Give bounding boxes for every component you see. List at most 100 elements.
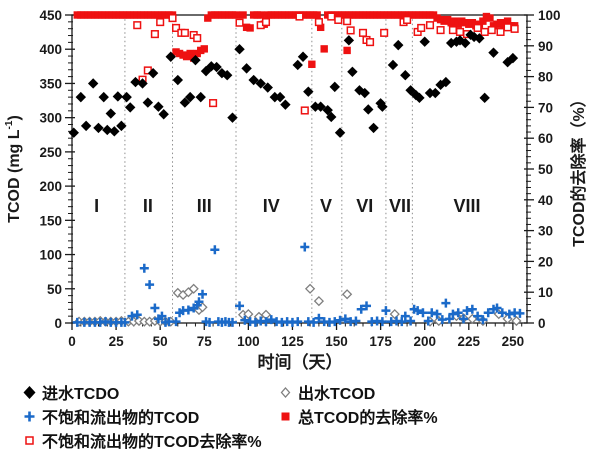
data-point — [186, 49, 194, 58]
data-point — [172, 23, 181, 32]
data-point — [179, 97, 191, 108]
data-point — [293, 317, 303, 327]
data-point — [445, 37, 457, 49]
data-point — [98, 91, 109, 103]
legend-item-influent: 进水TCDO — [22, 380, 119, 404]
data-point — [455, 27, 465, 36]
data-point — [183, 305, 193, 315]
right-axis-title: TCOD的去除率（%） — [569, 91, 588, 247]
data-point — [346, 26, 355, 35]
legend-item-unsaturated: 不饱和流出物的TCOD — [22, 404, 199, 428]
left-tick-label: 0 — [54, 316, 62, 331]
data-point — [150, 30, 159, 39]
x-tick-label: 100 — [237, 334, 260, 349]
left-tick-label: 50 — [47, 282, 62, 297]
data-point — [377, 101, 388, 112]
data-point — [120, 317, 130, 327]
data-point — [209, 99, 218, 108]
data-point — [248, 74, 259, 86]
data-point — [172, 74, 184, 86]
data-point — [329, 81, 340, 93]
left-tick-label: 400 — [39, 42, 62, 57]
data-point — [234, 44, 245, 55]
data-point — [389, 308, 400, 320]
data-point — [221, 70, 233, 81]
data-point — [105, 108, 116, 119]
x-tick-label: 175 — [369, 334, 392, 349]
data-point — [359, 87, 370, 99]
data-point — [127, 311, 137, 321]
data-point — [269, 91, 281, 103]
legend-label: 进水TCDO — [42, 386, 120, 403]
x-tick-label: 75 — [197, 334, 213, 349]
data-point — [436, 26, 445, 35]
right-tick-label: 100 — [538, 8, 561, 23]
data-point — [274, 91, 286, 103]
data-point — [132, 310, 142, 320]
data-point — [515, 308, 525, 318]
data-point — [313, 295, 325, 307]
series-0 — [68, 29, 519, 138]
right-tick-label: 90 — [538, 39, 553, 54]
data-point — [503, 23, 512, 32]
data-point — [261, 18, 271, 27]
legend-label: 总TCOD的去除率% — [298, 410, 438, 427]
data-point — [414, 92, 425, 104]
data-point — [340, 314, 350, 324]
data-point — [193, 34, 202, 43]
data-point — [313, 11, 321, 19]
series-2 — [72, 242, 525, 327]
left-tick-label: 350 — [39, 76, 62, 91]
data-point — [327, 12, 336, 21]
phase-label: III — [197, 196, 212, 216]
data-point — [480, 27, 489, 36]
x-tick-label: 150 — [325, 334, 348, 349]
data-point — [473, 23, 482, 32]
data-point — [93, 122, 104, 134]
data-point — [341, 289, 353, 300]
data-point — [507, 52, 519, 64]
data-point — [387, 59, 399, 71]
data-point — [158, 109, 169, 120]
x-tick-label: 25 — [109, 334, 125, 349]
data-point — [432, 309, 442, 319]
left-tick-label: 150 — [39, 213, 62, 228]
phase-label: II — [143, 196, 153, 216]
data-point — [168, 14, 177, 23]
data-point — [316, 23, 325, 32]
data-point — [80, 120, 92, 132]
data-point — [419, 36, 430, 47]
data-point — [440, 76, 452, 88]
legend-label: 不饱和流出物的TCOD去除率% — [42, 434, 262, 451]
data-point — [479, 92, 490, 104]
right-tick-label: 30 — [538, 224, 553, 239]
data-point — [424, 87, 436, 99]
right-tick-label: 10 — [538, 285, 553, 300]
data-point — [308, 60, 316, 68]
data-point — [510, 24, 519, 33]
data-point — [139, 263, 149, 273]
data-point — [492, 303, 502, 313]
data-point — [320, 45, 328, 53]
data-point — [246, 24, 254, 32]
right-tick-label: 20 — [538, 254, 553, 269]
data-point — [295, 12, 304, 21]
data-point — [343, 17, 352, 26]
data-point — [205, 317, 215, 327]
data-point — [347, 66, 358, 78]
data-point — [243, 308, 254, 320]
data-point — [380, 28, 389, 37]
data-point — [266, 315, 276, 325]
data-point — [358, 28, 368, 37]
data-point — [405, 85, 416, 96]
data-point — [227, 317, 237, 327]
data-point — [200, 45, 208, 53]
data-point — [165, 51, 176, 62]
legend-item-total-removal: 总TCOD的去除率% — [278, 404, 438, 428]
legend-item-effluent: 出水TCOD — [278, 380, 375, 404]
x-tick-label: 50 — [153, 334, 168, 349]
data-point — [87, 78, 99, 89]
data-point — [400, 70, 411, 81]
